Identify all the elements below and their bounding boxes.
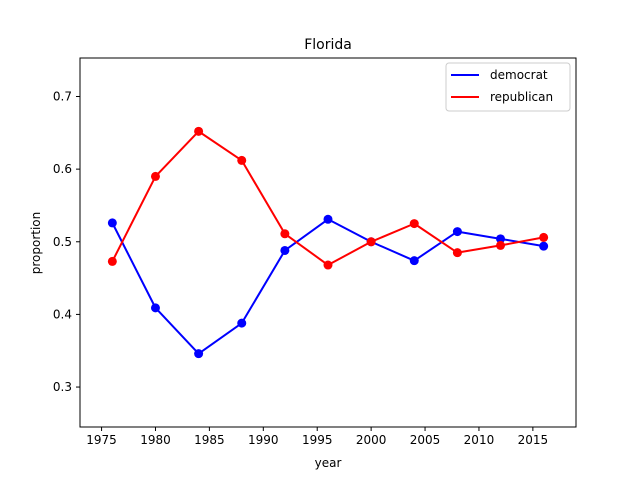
y-tick-label: 0.4 xyxy=(53,307,72,321)
data-point-democrat xyxy=(194,349,204,359)
data-point-democrat xyxy=(539,241,549,251)
x-tick-label: 1975 xyxy=(86,433,117,447)
data-point-republican xyxy=(496,240,506,250)
chart-title: Florida xyxy=(304,37,352,53)
data-point-republican xyxy=(452,248,462,258)
data-point-republican xyxy=(539,232,549,242)
legend-label-republican: republican xyxy=(490,90,553,104)
legend: democrat republican xyxy=(445,62,571,112)
data-point-republican xyxy=(194,126,204,136)
x-tick-label: 1980 xyxy=(140,433,171,447)
x-tick-label: 1995 xyxy=(302,433,333,447)
x-tick-label: 1990 xyxy=(248,433,279,447)
y-tick-label: 0.6 xyxy=(53,162,72,176)
y-tick-label: 0.3 xyxy=(53,380,72,394)
x-tick-label: 2005 xyxy=(410,433,441,447)
data-point-democrat xyxy=(323,214,333,224)
data-point-democrat xyxy=(280,245,290,255)
y-axis-label: proportion xyxy=(29,212,43,275)
data-point-republican xyxy=(366,237,376,247)
data-point-democrat xyxy=(409,256,419,266)
y-tick-label: 0.5 xyxy=(53,235,72,249)
data-point-republican xyxy=(150,171,160,181)
data-point-democrat xyxy=(107,218,117,228)
x-tick-label: 2000 xyxy=(356,433,387,447)
plot-area xyxy=(107,126,549,359)
y-axis: 0.3 0.4 0.5 0.6 0.7 xyxy=(53,89,80,394)
axes-frame xyxy=(79,57,577,428)
legend-label-democrat: democrat xyxy=(490,68,548,82)
x-tick-label: 1985 xyxy=(194,433,225,447)
data-point-republican xyxy=(323,260,333,270)
x-tick-label: 2015 xyxy=(518,433,549,447)
x-tick-label: 2010 xyxy=(464,433,495,447)
data-point-democrat xyxy=(150,303,160,313)
data-point-republican xyxy=(107,256,117,266)
data-point-democrat xyxy=(237,318,247,328)
x-axis: 1975 1980 1985 1990 1995 2000 2005 2010 2015 xyxy=(86,427,548,447)
x-axis-label: year xyxy=(315,456,342,470)
data-point-republican xyxy=(409,219,419,229)
y-tick-label: 0.7 xyxy=(53,89,72,103)
data-point-democrat xyxy=(496,234,506,244)
data-point-republican xyxy=(237,155,247,165)
data-point-republican xyxy=(280,229,290,239)
data-point-democrat xyxy=(452,227,462,237)
